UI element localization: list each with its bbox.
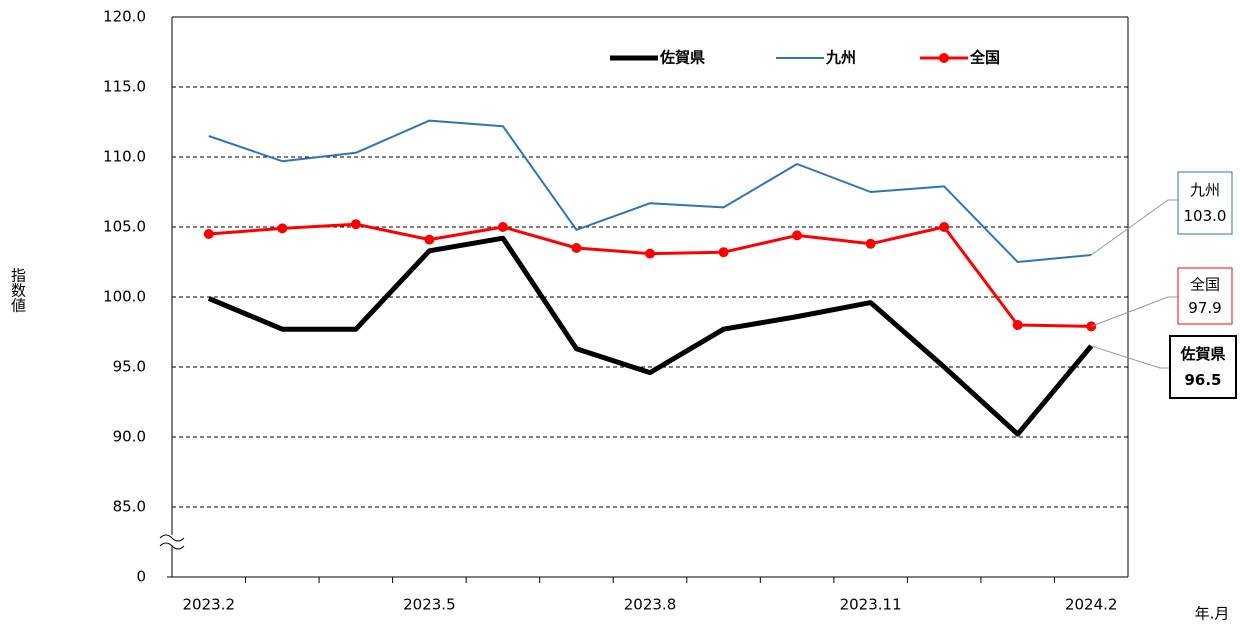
series-line bbox=[208, 119, 1092, 263]
y-tick-label: 85.0 bbox=[113, 498, 146, 516]
marker bbox=[1012, 320, 1023, 330]
y-tick-label: 105.0 bbox=[103, 218, 146, 236]
y-tick-label: 90.0 bbox=[113, 428, 146, 446]
y-tick-label: 100.0 bbox=[103, 288, 146, 306]
x-axis-label: 年.月 bbox=[1195, 605, 1230, 623]
x-tick-label: 2023.11 bbox=[840, 596, 902, 614]
axis-break bbox=[162, 535, 182, 545]
series-line bbox=[207, 235, 1094, 437]
legend-marker bbox=[939, 53, 949, 63]
callout-box bbox=[1177, 171, 1233, 235]
marker bbox=[865, 238, 876, 249]
y-tick-label: 120.0 bbox=[103, 8, 146, 26]
y-axis-label: 指数値 bbox=[9, 268, 27, 313]
callout-name: 全国 bbox=[1190, 275, 1220, 293]
callout-box bbox=[1177, 267, 1233, 325]
callout-leader bbox=[1090, 199, 1178, 256]
marker bbox=[350, 219, 361, 230]
marker bbox=[571, 243, 582, 253]
y-tick-label: 0 bbox=[136, 568, 146, 586]
callout-box bbox=[1169, 335, 1237, 399]
legend-label: 佐賀県 bbox=[659, 49, 705, 67]
marker bbox=[645, 248, 655, 259]
marker bbox=[718, 247, 729, 258]
legend-label: 九州 bbox=[825, 49, 856, 67]
y-tick-label: 115.0 bbox=[103, 78, 146, 96]
legend-label: 全国 bbox=[969, 49, 1000, 67]
callout-leader bbox=[1091, 296, 1178, 327]
y-tick-label: 110.0 bbox=[103, 148, 146, 166]
series-line bbox=[208, 222, 1092, 328]
x-tick-label: 2023.8 bbox=[624, 596, 677, 614]
y-tick-label: 95.0 bbox=[113, 358, 146, 376]
marker bbox=[424, 234, 435, 245]
x-tick-label: 2024.2 bbox=[1065, 596, 1118, 614]
callout-value: 96.5 bbox=[1184, 371, 1221, 389]
callout-value: 103.0 bbox=[1184, 207, 1227, 225]
marker bbox=[277, 223, 288, 234]
marker bbox=[939, 222, 950, 232]
callout-value: 97.9 bbox=[1188, 299, 1221, 317]
callout-name: 九州 bbox=[1190, 181, 1220, 199]
marker bbox=[792, 230, 803, 241]
callout-leader bbox=[1091, 345, 1170, 369]
marker bbox=[497, 222, 508, 232]
x-tick-label: 2023.2 bbox=[183, 596, 236, 614]
callout-name: 佐賀県 bbox=[1179, 345, 1225, 363]
axis-break bbox=[159, 534, 185, 550]
marker bbox=[203, 229, 214, 239]
x-tick-label: 2023.5 bbox=[403, 596, 456, 614]
